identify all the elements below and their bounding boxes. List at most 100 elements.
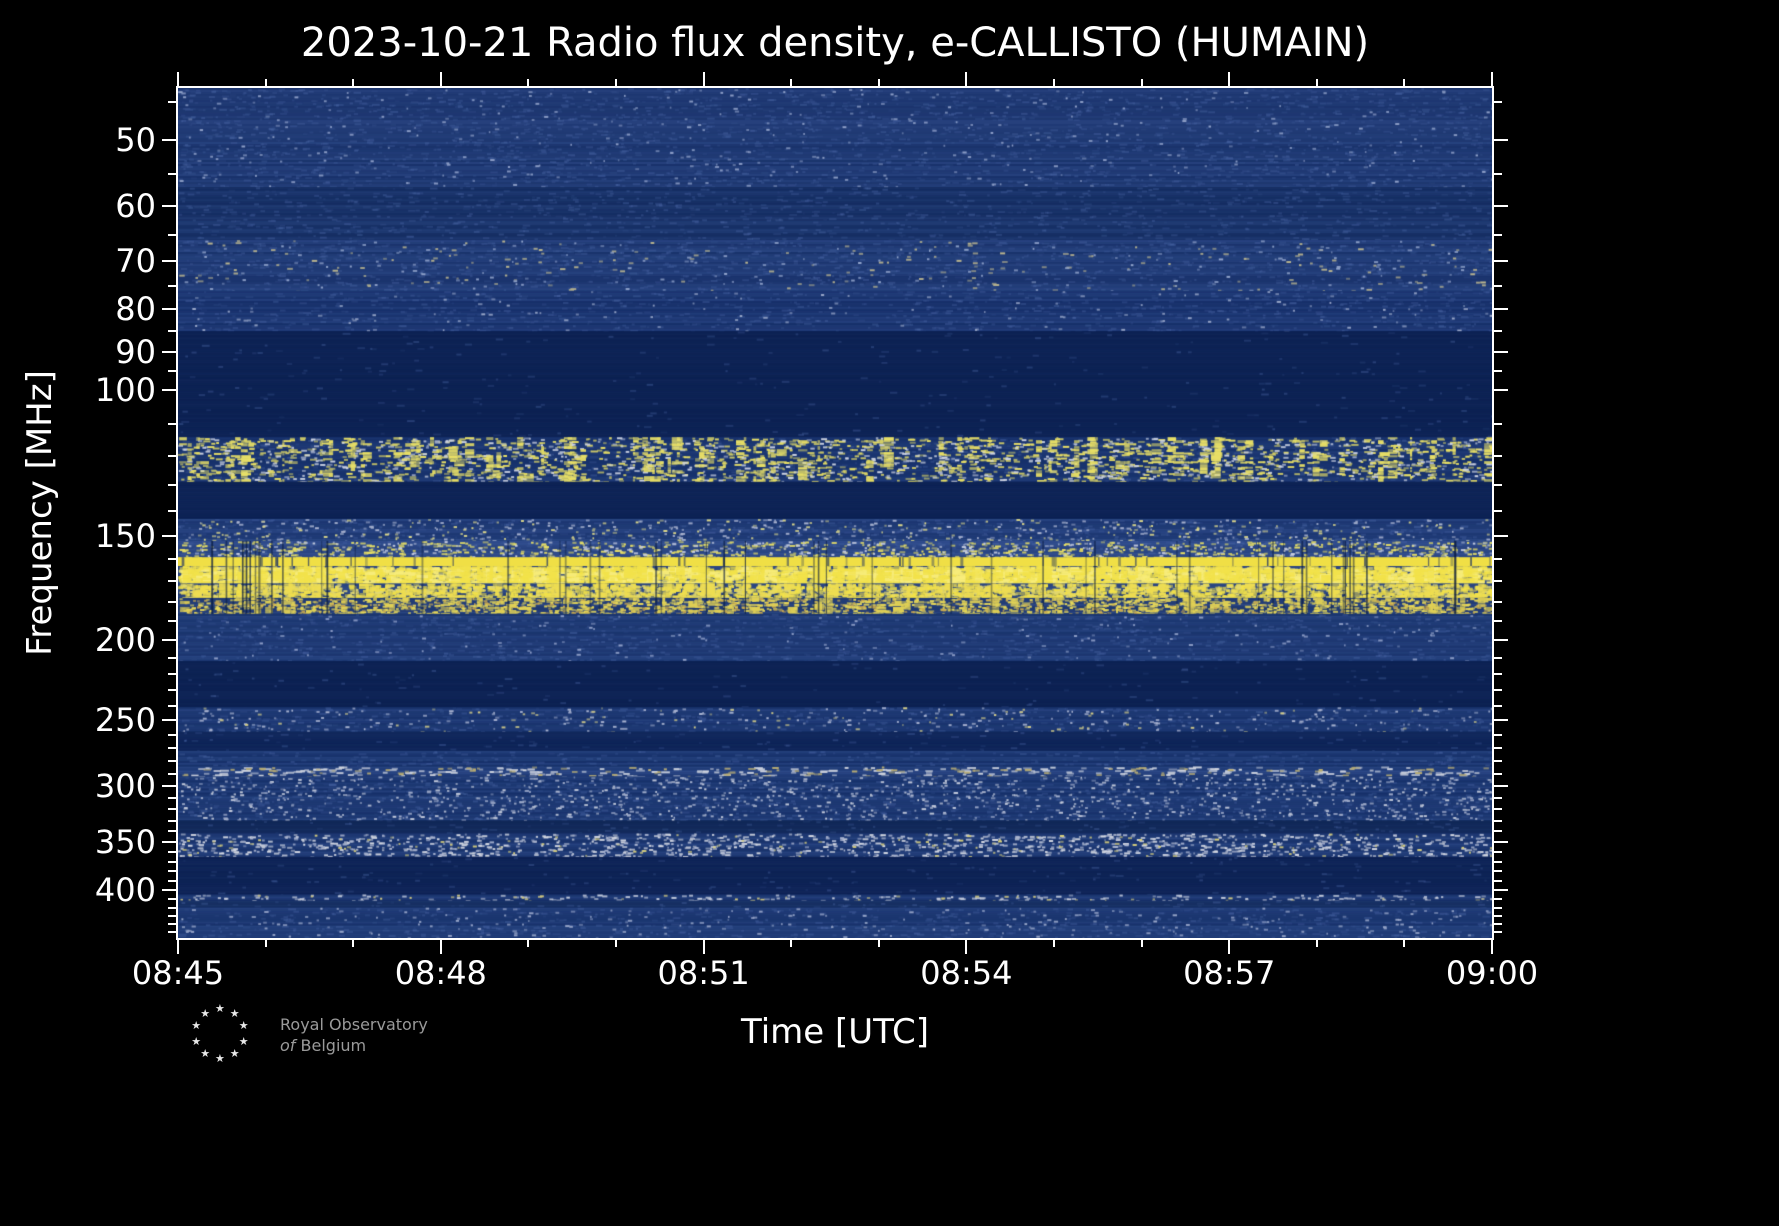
y-major-tick [162, 638, 176, 641]
y-tick-label: 200 [94, 620, 156, 659]
rob-logo: ★ ★ ★ ★ ★ ★ ★ ★ ★ ★ Royal Observatory of Belgium [185, 1000, 605, 1072]
y-minor-tick-right [1494, 931, 1502, 934]
y-major-tick-right [1494, 138, 1508, 141]
y-tick-label: 250 [94, 701, 156, 740]
rob-logo-text: Royal Observatory of Belgium [280, 1014, 428, 1056]
y-major-tick-right [1494, 388, 1508, 391]
y-major-tick [162, 260, 176, 263]
y-minor-tick-right [1494, 620, 1502, 623]
x-minor-tick [615, 940, 617, 947]
y-minor-tick [168, 510, 176, 513]
x-minor-tick-top [877, 79, 880, 86]
x-major-tick-top [1491, 72, 1493, 86]
y-minor-tick-right [1494, 747, 1502, 750]
y-minor-tick [168, 620, 176, 623]
y-minor-tick [168, 819, 176, 822]
y-minor-tick-right [1494, 423, 1502, 426]
y-minor-tick [168, 797, 176, 799]
y-major-tick [162, 308, 176, 311]
y-axis-label: Frequency [MHz] [20, 370, 60, 656]
y-major-tick [162, 785, 176, 788]
x-minor-tick [1403, 940, 1406, 947]
x-tick-label: 09:00 [1445, 954, 1539, 992]
x-minor-tick [790, 940, 793, 947]
star-icon: ★ [229, 1006, 240, 1020]
y-minor-tick-right [1494, 689, 1502, 692]
y-minor-tick [168, 656, 176, 659]
y-major-tick-right [1494, 308, 1508, 311]
chart-title: 2023-10-21 Radio flux density, e-CALLIST… [300, 20, 1370, 66]
y-minor-tick-right [1494, 860, 1502, 863]
x-minor-tick [1140, 940, 1143, 947]
x-major-tick [177, 940, 179, 954]
y-minor-tick-right [1494, 483, 1502, 486]
rob-logo-line2-prefix: of [280, 1036, 296, 1055]
y-minor-tick-right [1494, 879, 1502, 882]
y-minor-tick-right [1494, 797, 1502, 799]
y-minor-tick [168, 808, 176, 811]
y-major-tick-right [1494, 840, 1508, 843]
star-icon: ★ [215, 1052, 225, 1065]
y-tick-label: 50 [115, 120, 156, 159]
y-minor-tick [168, 897, 176, 900]
x-major-tick [702, 940, 705, 954]
x-tick-label: 08:57 [1183, 954, 1276, 992]
y-minor-tick-right [1494, 760, 1502, 763]
x-minor-tick-top [352, 79, 355, 86]
y-major-tick [162, 388, 176, 391]
x-major-tick [439, 940, 442, 954]
y-minor-tick [168, 689, 176, 692]
y-major-tick-right [1494, 638, 1508, 641]
star-icon: ★ [200, 1047, 211, 1061]
y-minor-tick-right [1494, 830, 1502, 833]
x-major-tick-top [1228, 72, 1231, 86]
star-icon: ★ [238, 1034, 249, 1048]
x-minor-tick [352, 940, 355, 947]
y-minor-tick-right [1494, 558, 1502, 561]
x-minor-tick-top [1315, 79, 1318, 86]
y-minor-tick [168, 760, 176, 763]
y-minor-tick-right [1494, 330, 1502, 333]
y-minor-tick-right [1494, 233, 1502, 236]
x-minor-tick [264, 940, 267, 947]
y-minor-tick [168, 870, 176, 873]
y-minor-tick [168, 173, 176, 176]
y-minor-tick [168, 923, 176, 926]
x-axis-label: Time [UTC] [741, 1012, 929, 1052]
y-major-tick-right [1494, 204, 1508, 207]
y-major-tick [162, 138, 176, 141]
y-major-tick [162, 204, 176, 207]
y-minor-tick-right [1494, 510, 1502, 513]
y-minor-tick-right [1494, 850, 1502, 853]
x-major-tick [965, 940, 968, 954]
y-major-tick [162, 840, 176, 843]
x-major-tick-top [439, 72, 442, 86]
y-minor-tick [168, 423, 176, 426]
x-minor-tick-top [790, 79, 793, 86]
y-minor-tick-right [1494, 454, 1502, 457]
y-major-tick [162, 888, 176, 891]
y-minor-tick-right [1494, 285, 1502, 288]
x-minor-tick [527, 940, 530, 947]
y-major-tick [162, 350, 176, 353]
y-minor-tick [168, 483, 176, 486]
y-minor-tick [168, 747, 176, 750]
y-minor-tick-right [1494, 772, 1502, 775]
y-minor-tick [168, 673, 176, 676]
y-minor-tick-right [1494, 656, 1502, 659]
y-minor-tick-right [1494, 580, 1502, 583]
y-major-tick-right [1494, 888, 1508, 891]
y-minor-tick-right [1494, 600, 1502, 603]
y-tick-label: 80 [115, 290, 156, 329]
y-tick-label: 150 [94, 517, 156, 556]
y-minor-tick-right [1494, 915, 1502, 918]
star-icon: ★ [229, 1047, 240, 1061]
y-major-tick-right [1494, 535, 1508, 538]
y-minor-tick [168, 733, 176, 736]
y-minor-tick-right [1494, 173, 1502, 176]
y-minor-tick [168, 906, 176, 909]
y-minor-tick [168, 370, 176, 373]
y-minor-tick-right [1494, 733, 1502, 736]
y-tick-label: 300 [94, 767, 156, 806]
y-minor-tick [168, 600, 176, 603]
